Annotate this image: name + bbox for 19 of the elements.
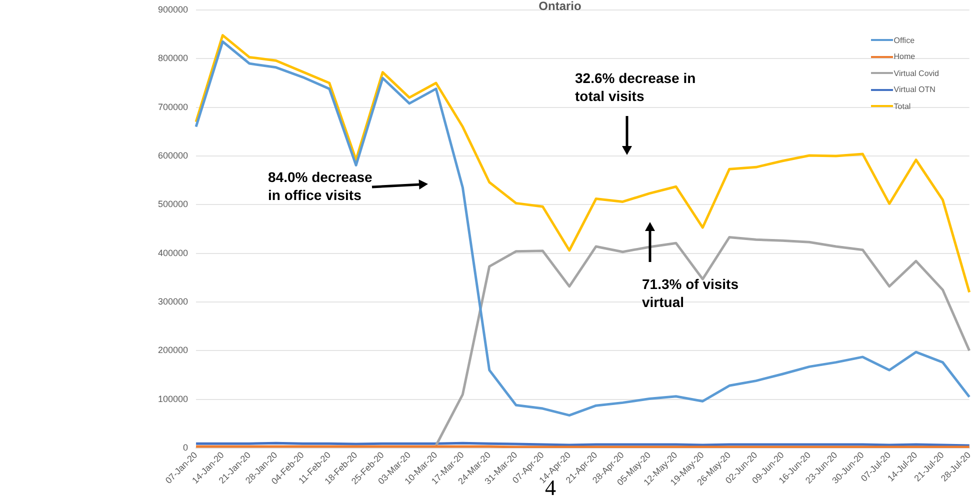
legend-label: Total	[894, 102, 911, 111]
y-tick-label: 0	[183, 442, 188, 452]
chart-title: Ontario	[538, 0, 582, 13]
annotation: 84.0% decrease in office visits	[268, 168, 374, 204]
legend-label: Home	[894, 52, 916, 62]
y-tick-label: 500000	[158, 199, 188, 210]
legend-label: Virtual Covid	[894, 68, 939, 78]
y-tick-label: 800000	[158, 53, 188, 64]
annotation: 32.6% decrease in total visits	[575, 69, 697, 106]
y-tick-label: 300000	[158, 296, 188, 306]
y-tick-label: 700000	[158, 102, 188, 112]
y-tick-label: 400000	[158, 248, 188, 258]
annotation: 71.3% of visits virtual	[642, 275, 740, 312]
y-tick-label: 200000	[158, 345, 188, 356]
y-tick-label: 100000	[158, 394, 188, 404]
y-tick-label: 900000	[158, 4, 188, 14]
legend-label: Office	[894, 36, 915, 45]
y-tick-label: 600000	[158, 150, 188, 160]
legend-label: Virtual OTN	[894, 85, 936, 94]
